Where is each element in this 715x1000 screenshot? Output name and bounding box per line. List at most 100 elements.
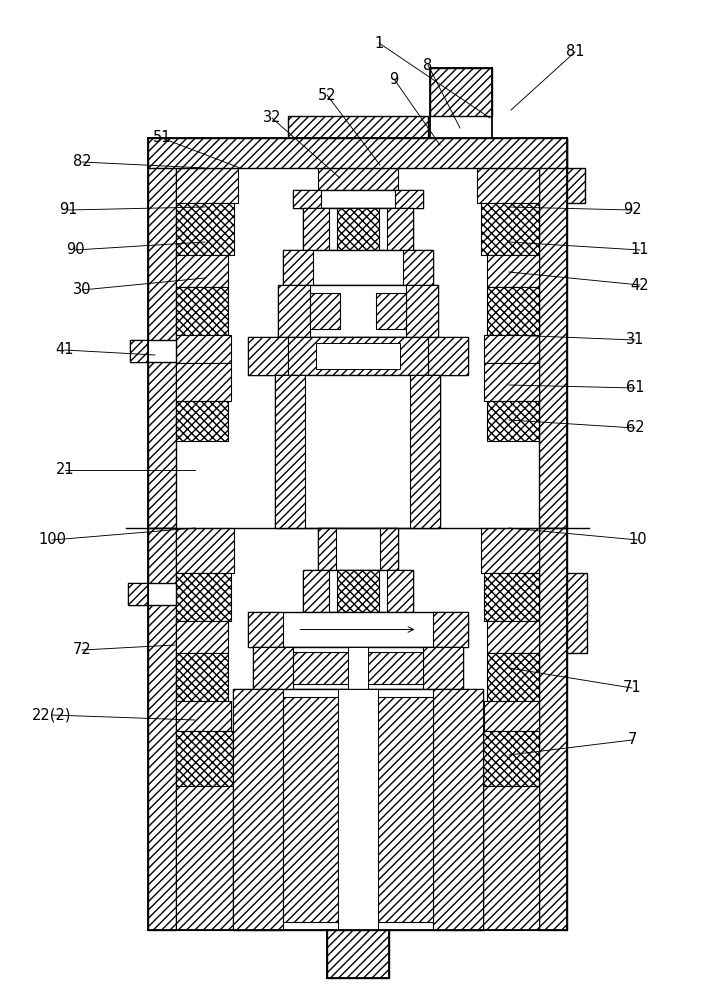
Bar bbox=[277, 285, 438, 337]
Bar bbox=[130, 340, 148, 362]
Text: 82: 82 bbox=[73, 154, 92, 169]
Bar bbox=[302, 570, 413, 612]
Text: 11: 11 bbox=[631, 242, 649, 257]
Bar bbox=[375, 293, 405, 329]
Text: 7: 7 bbox=[627, 732, 636, 748]
Bar bbox=[247, 612, 282, 647]
Bar bbox=[481, 528, 539, 573]
Bar bbox=[481, 203, 539, 255]
Bar bbox=[275, 375, 440, 528]
Text: 52: 52 bbox=[317, 88, 336, 103]
Text: 21: 21 bbox=[56, 462, 74, 478]
Bar bbox=[287, 116, 428, 138]
Bar bbox=[317, 528, 398, 570]
Bar bbox=[405, 285, 438, 337]
Bar bbox=[252, 647, 292, 689]
Bar bbox=[428, 337, 468, 375]
Bar bbox=[310, 293, 340, 329]
Bar bbox=[176, 701, 231, 731]
Bar bbox=[176, 528, 234, 573]
Text: 91: 91 bbox=[59, 202, 77, 218]
Bar bbox=[539, 528, 567, 930]
Bar bbox=[282, 697, 337, 922]
Text: 100: 100 bbox=[38, 532, 66, 548]
Bar bbox=[176, 573, 231, 621]
Bar bbox=[176, 168, 238, 203]
Bar bbox=[277, 285, 310, 337]
Text: 61: 61 bbox=[626, 380, 644, 395]
Bar bbox=[477, 786, 539, 930]
Bar bbox=[315, 343, 400, 369]
Bar bbox=[487, 287, 539, 335]
Text: 92: 92 bbox=[623, 202, 641, 218]
Text: 22(2): 22(2) bbox=[32, 708, 72, 722]
Bar bbox=[282, 250, 312, 285]
Text: 41: 41 bbox=[56, 342, 74, 358]
Text: 32: 32 bbox=[262, 110, 281, 125]
Bar bbox=[176, 255, 228, 287]
Bar bbox=[128, 583, 148, 605]
Text: 81: 81 bbox=[566, 44, 584, 60]
Bar bbox=[423, 647, 463, 689]
Bar bbox=[368, 652, 423, 684]
Text: 51: 51 bbox=[153, 130, 172, 145]
Text: 9: 9 bbox=[390, 72, 399, 87]
Text: 62: 62 bbox=[626, 420, 644, 436]
Bar bbox=[479, 731, 539, 786]
Bar bbox=[567, 573, 587, 653]
Bar bbox=[176, 335, 231, 363]
Bar bbox=[292, 190, 423, 208]
Text: 42: 42 bbox=[631, 277, 649, 292]
Bar bbox=[484, 363, 539, 401]
Bar bbox=[148, 138, 176, 528]
Bar bbox=[337, 689, 378, 930]
Bar bbox=[387, 208, 413, 250]
Bar bbox=[430, 68, 492, 116]
Bar bbox=[327, 930, 388, 978]
Bar bbox=[252, 647, 463, 689]
Bar bbox=[176, 653, 228, 701]
Bar bbox=[176, 203, 234, 255]
Bar bbox=[317, 168, 398, 190]
Bar bbox=[487, 621, 539, 653]
Text: 31: 31 bbox=[626, 332, 644, 348]
Bar bbox=[539, 138, 567, 528]
Bar bbox=[232, 689, 483, 930]
Text: 30: 30 bbox=[73, 282, 92, 298]
Bar bbox=[477, 168, 539, 203]
Bar bbox=[302, 208, 413, 250]
Bar bbox=[387, 570, 413, 612]
Bar bbox=[484, 335, 539, 363]
Bar bbox=[487, 255, 539, 287]
Bar bbox=[484, 573, 539, 621]
Text: 71: 71 bbox=[623, 680, 641, 696]
Bar bbox=[380, 528, 398, 570]
Bar bbox=[247, 337, 287, 375]
Bar bbox=[282, 250, 433, 285]
Bar bbox=[176, 731, 236, 786]
Bar bbox=[148, 138, 567, 168]
Bar bbox=[302, 208, 328, 250]
Bar bbox=[487, 653, 539, 701]
Bar bbox=[176, 287, 228, 335]
Bar bbox=[176, 786, 238, 930]
Bar bbox=[128, 583, 176, 605]
Bar bbox=[247, 337, 468, 375]
Bar bbox=[292, 652, 347, 684]
Bar bbox=[287, 337, 428, 375]
Text: 72: 72 bbox=[73, 643, 92, 658]
Bar bbox=[403, 250, 433, 285]
Bar bbox=[337, 208, 378, 250]
Bar bbox=[395, 190, 423, 208]
Bar bbox=[317, 528, 335, 570]
Text: 90: 90 bbox=[66, 242, 84, 257]
Bar bbox=[487, 401, 539, 441]
Bar bbox=[378, 697, 433, 922]
Bar bbox=[176, 621, 228, 653]
Bar bbox=[302, 570, 328, 612]
Bar bbox=[176, 401, 228, 441]
Bar bbox=[292, 190, 320, 208]
Text: 8: 8 bbox=[423, 57, 433, 73]
Bar bbox=[130, 340, 176, 362]
Bar bbox=[567, 168, 585, 203]
